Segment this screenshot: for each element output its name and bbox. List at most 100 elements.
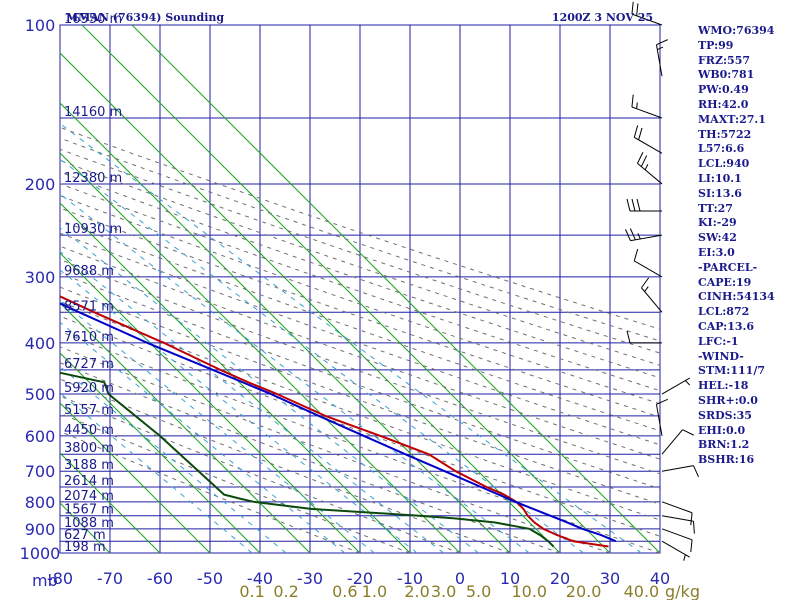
adiabat-lines — [60, 25, 660, 553]
height-label: 6727 m — [64, 357, 114, 372]
wind-barb-staff — [630, 234, 663, 242]
pressure-tick-label: 200 — [25, 175, 56, 194]
dry-adiabat — [60, 126, 660, 330]
wind-barb-flag — [638, 127, 643, 140]
sounding-index-item: LFC:-1 — [698, 334, 739, 348]
temperature-tick-label: -30 — [297, 569, 323, 588]
height-label: 2614 m — [64, 474, 114, 489]
height-label: 7610 m — [64, 330, 114, 345]
sounding-index-item: TT:27 — [698, 201, 733, 215]
wind-barb — [641, 277, 663, 313]
mixing-ratio-tick-label: 2.0 — [404, 582, 429, 600]
sounding-index-item: BRN:1.2 — [698, 438, 750, 452]
height-label: 8571 m — [64, 299, 114, 314]
wind-barb-staff — [641, 287, 663, 313]
wind-barb-staff — [634, 136, 663, 154]
chart-title: MMAN (76394) Sounding — [66, 11, 224, 24]
wind-barb-staff — [655, 404, 663, 436]
mixing-ratio-line — [60, 226, 479, 553]
height-label: 2074 m — [64, 489, 114, 504]
sounding-index-item: KI:-29 — [698, 216, 737, 230]
temperature-tick-label: -70 — [97, 569, 123, 588]
wind-barb-staff — [661, 377, 690, 395]
sounding-index-item: MAXT:27.1 — [698, 112, 766, 126]
skewed-isotherm — [60, 352, 261, 553]
height-label: 1088 m — [64, 516, 114, 531]
temperature-tick-label: -40 — [247, 569, 273, 588]
mixing-ratio-tick-label: 10.0 — [511, 582, 547, 600]
sounding-profiles — [60, 295, 617, 548]
temperature-profile — [60, 295, 609, 548]
wind-barb-staff — [661, 465, 694, 472]
mixing-ratio-line — [60, 299, 375, 553]
wind-barb — [624, 228, 663, 242]
wind-barb-staff — [631, 13, 663, 26]
wind-barb-half-flag — [685, 380, 691, 386]
mixing-ratio-line — [60, 365, 287, 553]
mixing-ratio-tick-label: 20.0 — [566, 582, 602, 600]
wind-barb-flag — [626, 198, 631, 212]
dry-adiabat — [60, 330, 660, 553]
pressure-tick-label: 300 — [25, 268, 56, 287]
wind-barb-staff — [661, 540, 690, 558]
wind-barb — [655, 398, 668, 436]
wind-barb-flag — [682, 429, 694, 436]
pressure-tick-label: 400 — [25, 334, 56, 353]
skewed-isotherm — [60, 52, 561, 553]
temperature-tick-label: -80 — [47, 569, 73, 588]
wind-barb-flag — [637, 152, 644, 164]
sounding-index-item: LCL:940 — [698, 157, 750, 171]
wind-barb — [626, 198, 662, 212]
pressure-tick-label: 800 — [25, 493, 56, 512]
skewed-isotherm — [60, 452, 161, 553]
wind-barb-flag — [690, 512, 693, 526]
skewed-isotherm — [60, 252, 361, 553]
wind-barb-staff — [655, 44, 663, 77]
sounding-index-item: L57:6.6 — [698, 142, 745, 156]
wind-barb — [661, 501, 693, 526]
mixing-ratio-tick-label: 5.0 — [466, 582, 491, 600]
sounding-index-item: CINH:54134 — [698, 290, 775, 304]
wind-barb — [661, 540, 690, 561]
sounding-index-item: -PARCEL- — [698, 260, 758, 274]
sounding-index-item: CAP:13.6 — [698, 319, 755, 333]
wind-barb-staff — [661, 515, 694, 522]
pressure-tick-label: 100 — [25, 16, 56, 35]
wind-barb-staff — [661, 429, 683, 455]
dewpoint-profile — [60, 371, 555, 548]
wind-barb — [631, 1, 663, 26]
sounding-index-item: WB0:781 — [698, 68, 755, 82]
skewed-isotherm — [60, 202, 411, 553]
skewed-isotherm — [60, 152, 461, 553]
wind-barb-flag — [633, 248, 639, 262]
height-label: 16550 m — [64, 12, 122, 27]
skewed-isotherm — [60, 402, 211, 553]
sounding-index-item: EHI:0.0 — [698, 423, 746, 437]
wind-barb-half-flag — [657, 46, 664, 51]
skewed-isotherm — [60, 302, 311, 553]
wind-barb-flag — [641, 277, 650, 289]
mixing-ratio-line — [60, 269, 418, 553]
wind-barb-half-flag — [637, 233, 641, 240]
mixing-ratio-line — [60, 392, 253, 553]
wind-barb-flag — [636, 198, 641, 212]
temperature-tick-label: 0 — [455, 569, 465, 588]
wind-barb-half-flag — [683, 554, 686, 561]
temperature-tick-label: -50 — [197, 569, 223, 588]
sounding-indices-panel: WMO:76394 TP:99 FRZ:557 WB0:781 PW:0.49 RH:42… — [698, 24, 775, 468]
wind-barb-flag — [640, 155, 648, 167]
pressure-tick-label: 500 — [25, 385, 56, 404]
wind-barb-flag — [624, 229, 631, 241]
sounding-index-item: STM:111/7 — [698, 364, 765, 378]
height-label: 12380 m — [64, 171, 122, 186]
mixing-ratio-tick-label: 0.1 — [239, 582, 264, 600]
sounding-index-item: BSHR:16 — [698, 453, 755, 467]
wind-barb — [661, 465, 700, 478]
wind-barb-flag — [693, 521, 695, 534]
temperature-tick-label: 30 — [600, 569, 620, 588]
mixing-ratio-axis-unit: g/kg — [665, 582, 700, 600]
sounding-index-item: SRDS:35 — [698, 408, 752, 422]
